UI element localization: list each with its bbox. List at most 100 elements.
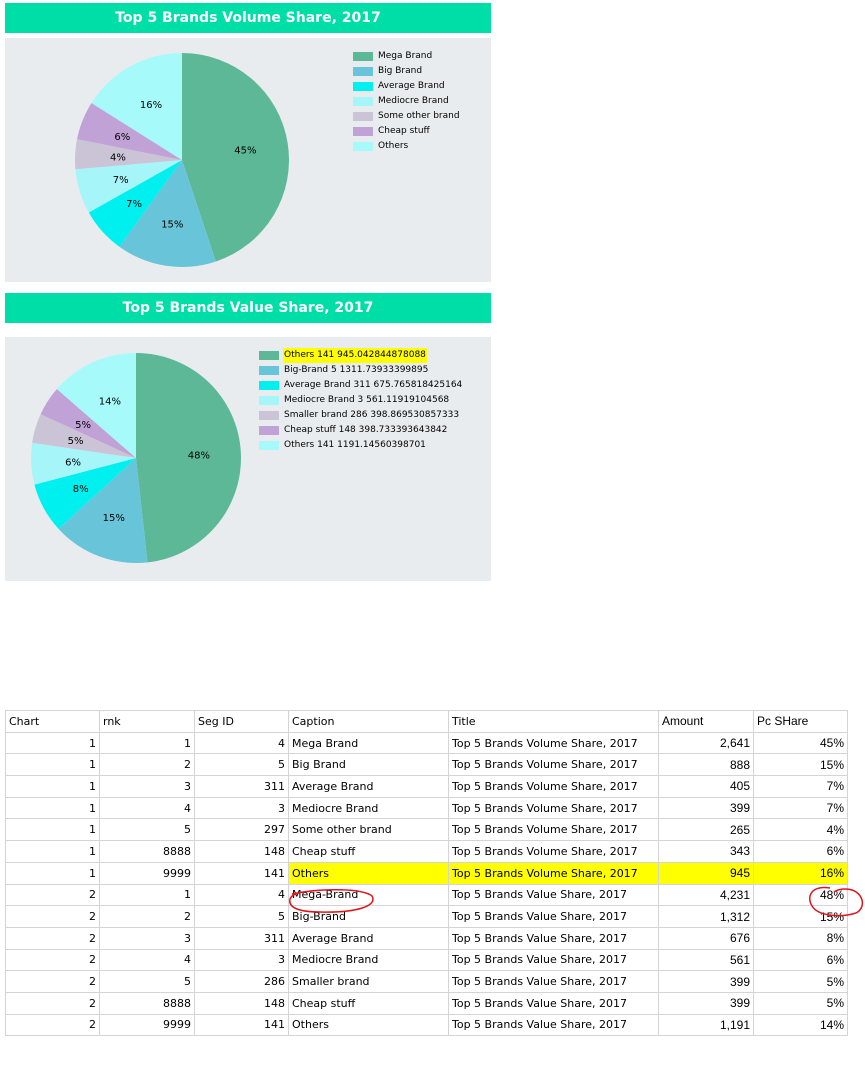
table-cell: 3	[194, 948, 289, 972]
pie-slice	[182, 53, 289, 262]
table-header-cell: Chart	[5, 710, 100, 733]
table-cell: Big-Brand	[288, 905, 449, 928]
table-row: 1 5 297 Some other brand Top 5 Brands Volume…	[5, 818, 848, 842]
pie-slice-label: 14%	[99, 397, 121, 408]
legend-item: Big Brand	[353, 64, 461, 79]
table-cell: 6%	[753, 840, 848, 863]
table-cell: Others	[288, 861, 449, 885]
table-cell: 2	[5, 905, 100, 928]
table-cell: 9999	[99, 861, 195, 885]
pie-slice	[75, 160, 182, 213]
legend-label: Some other brand	[378, 111, 460, 121]
table-cell: 4,231	[658, 883, 754, 907]
legend-item: Cheap stuff	[353, 124, 461, 139]
table-cell: Top 5 Brands Volume Share, 2017	[448, 818, 659, 842]
table-header-cell: Caption	[288, 710, 449, 733]
legend-label: Big Brand	[378, 66, 423, 76]
pie-slice	[56, 353, 137, 458]
pie-slice	[58, 458, 148, 563]
table-cell: 1	[5, 796, 100, 820]
legend-item: Mega Brand	[353, 49, 461, 64]
table-cell: Mega-Brand	[288, 883, 449, 907]
table-cell: 2	[5, 991, 100, 1015]
table-cell: 1	[5, 753, 100, 777]
table-cell: 1	[5, 840, 100, 863]
table-cell: 6%	[753, 948, 848, 972]
table-cell: 15%	[753, 753, 848, 777]
legend-label: Others 141 945.042844878088	[283, 348, 427, 363]
table-cell: Top 5 Brands Volume Share, 2017	[448, 861, 659, 885]
pie-slice-label: 5%	[75, 420, 91, 431]
pie-slice-label: 4%	[110, 153, 126, 164]
table-cell: Mega Brand	[288, 731, 449, 755]
table-cell: 5	[194, 753, 289, 777]
table-cell: 7%	[753, 796, 848, 820]
table-cell: 2	[5, 948, 100, 972]
legend-swatch	[259, 441, 279, 450]
table-cell: Top 5 Brands Value Share, 2017	[448, 905, 659, 928]
table-cell: 297	[194, 818, 289, 842]
table-cell: Top 5 Brands Volume Share, 2017	[448, 775, 659, 798]
pie-slice-label: 5%	[68, 436, 84, 447]
table-header-cell: Amount	[658, 710, 754, 733]
legend-label: Cheap stuff 148 398.733393643842	[284, 425, 448, 435]
pie-slice	[136, 353, 242, 563]
pie-slice-label: 8%	[73, 484, 89, 495]
legend-swatch	[353, 82, 373, 91]
table-cell: 14%	[753, 1013, 848, 1037]
table-cell: Top 5 Brands Value Share, 2017	[448, 948, 659, 972]
table-cell: 7%	[753, 775, 848, 798]
table-cell: Average Brand	[288, 775, 449, 798]
table-cell: 2	[5, 883, 100, 907]
table-cell: Top 5 Brands Volume Share, 2017	[448, 796, 659, 820]
table-cell: 2	[5, 1013, 100, 1037]
legend-item: Others 141 1191.14560398701	[259, 438, 463, 453]
table-cell: 4	[194, 731, 289, 755]
table-cell: 45%	[753, 731, 848, 755]
legend-label: Others 141 1191.14560398701	[284, 440, 426, 450]
legend-swatch	[353, 112, 373, 121]
legend-swatch	[259, 381, 279, 390]
table-cell: 399	[658, 970, 754, 993]
table-cell: Cheap stuff	[288, 840, 449, 863]
table-cell: 311	[194, 775, 289, 798]
table-cell: 48%	[753, 883, 848, 907]
pie-slice	[77, 102, 182, 160]
table-cell: 1,312	[658, 905, 754, 928]
table-cell: 8888	[99, 991, 195, 1015]
table-cell: Top 5 Brands Volume Share, 2017	[448, 840, 659, 863]
legend-swatch	[259, 411, 279, 420]
table-cell: 148	[194, 840, 289, 863]
table-row: 1 4 3 Mediocre Brand Top 5 Brands Volume Sha…	[5, 796, 848, 820]
legend-label: Smaller brand 286 398.869530857333	[284, 410, 460, 420]
table-cell: 148	[194, 991, 289, 1015]
chart-1-panel: 45% 15% 7% 7% 4% 6% 16% Mega Brand Big Brand Ave…	[5, 38, 491, 282]
legend-label: Average Brand	[378, 81, 445, 91]
table-cell: Some other brand	[288, 818, 449, 842]
table-header-row: Chart rnk Seg ID Caption Title Amount Pc SHare	[5, 710, 848, 733]
table-cell: 3	[194, 796, 289, 820]
legend-item: Big-Brand 5 1311.73933399895	[259, 363, 463, 378]
legend-label: Cheap stuff	[378, 126, 430, 136]
pie-slice-label: 6%	[65, 457, 81, 468]
table-cell: 1	[5, 818, 100, 842]
pie-slice	[40, 388, 136, 458]
pie-slice-label: 15%	[103, 513, 125, 524]
pie-chart-value: 48% 15% 8% 6% 5% 5% 14%	[30, 353, 242, 563]
pie-slice-label: 6%	[114, 132, 130, 143]
legend-label: Mediocre Brand 3 561.11919104568	[284, 395, 450, 405]
table-row: 1 8888 148 Cheap stuff Top 5 Brands Volume S…	[5, 840, 848, 863]
table-cell: 399	[658, 991, 754, 1015]
table-row: 2 3 311 Average Brand Top 5 Brands Value Sha…	[5, 926, 848, 950]
table-header-cell: rnk	[99, 710, 195, 733]
table-cell: Mediocre Brand	[288, 948, 449, 972]
table-row: 2 1 4 Mega-Brand Top 5 Brands Value Share, 2…	[5, 883, 848, 907]
table-cell: 1	[5, 775, 100, 798]
pie-slice-label: 15%	[161, 219, 183, 230]
table-cell: Big Brand	[288, 753, 449, 777]
legend-swatch	[353, 97, 373, 106]
pie-slice	[91, 53, 182, 160]
table-row: 2 4 3 Mediocre Brand Top 5 Brands Value Shar…	[5, 948, 848, 972]
table-cell: 9999	[99, 1013, 195, 1037]
legend-item: Others	[353, 139, 461, 154]
